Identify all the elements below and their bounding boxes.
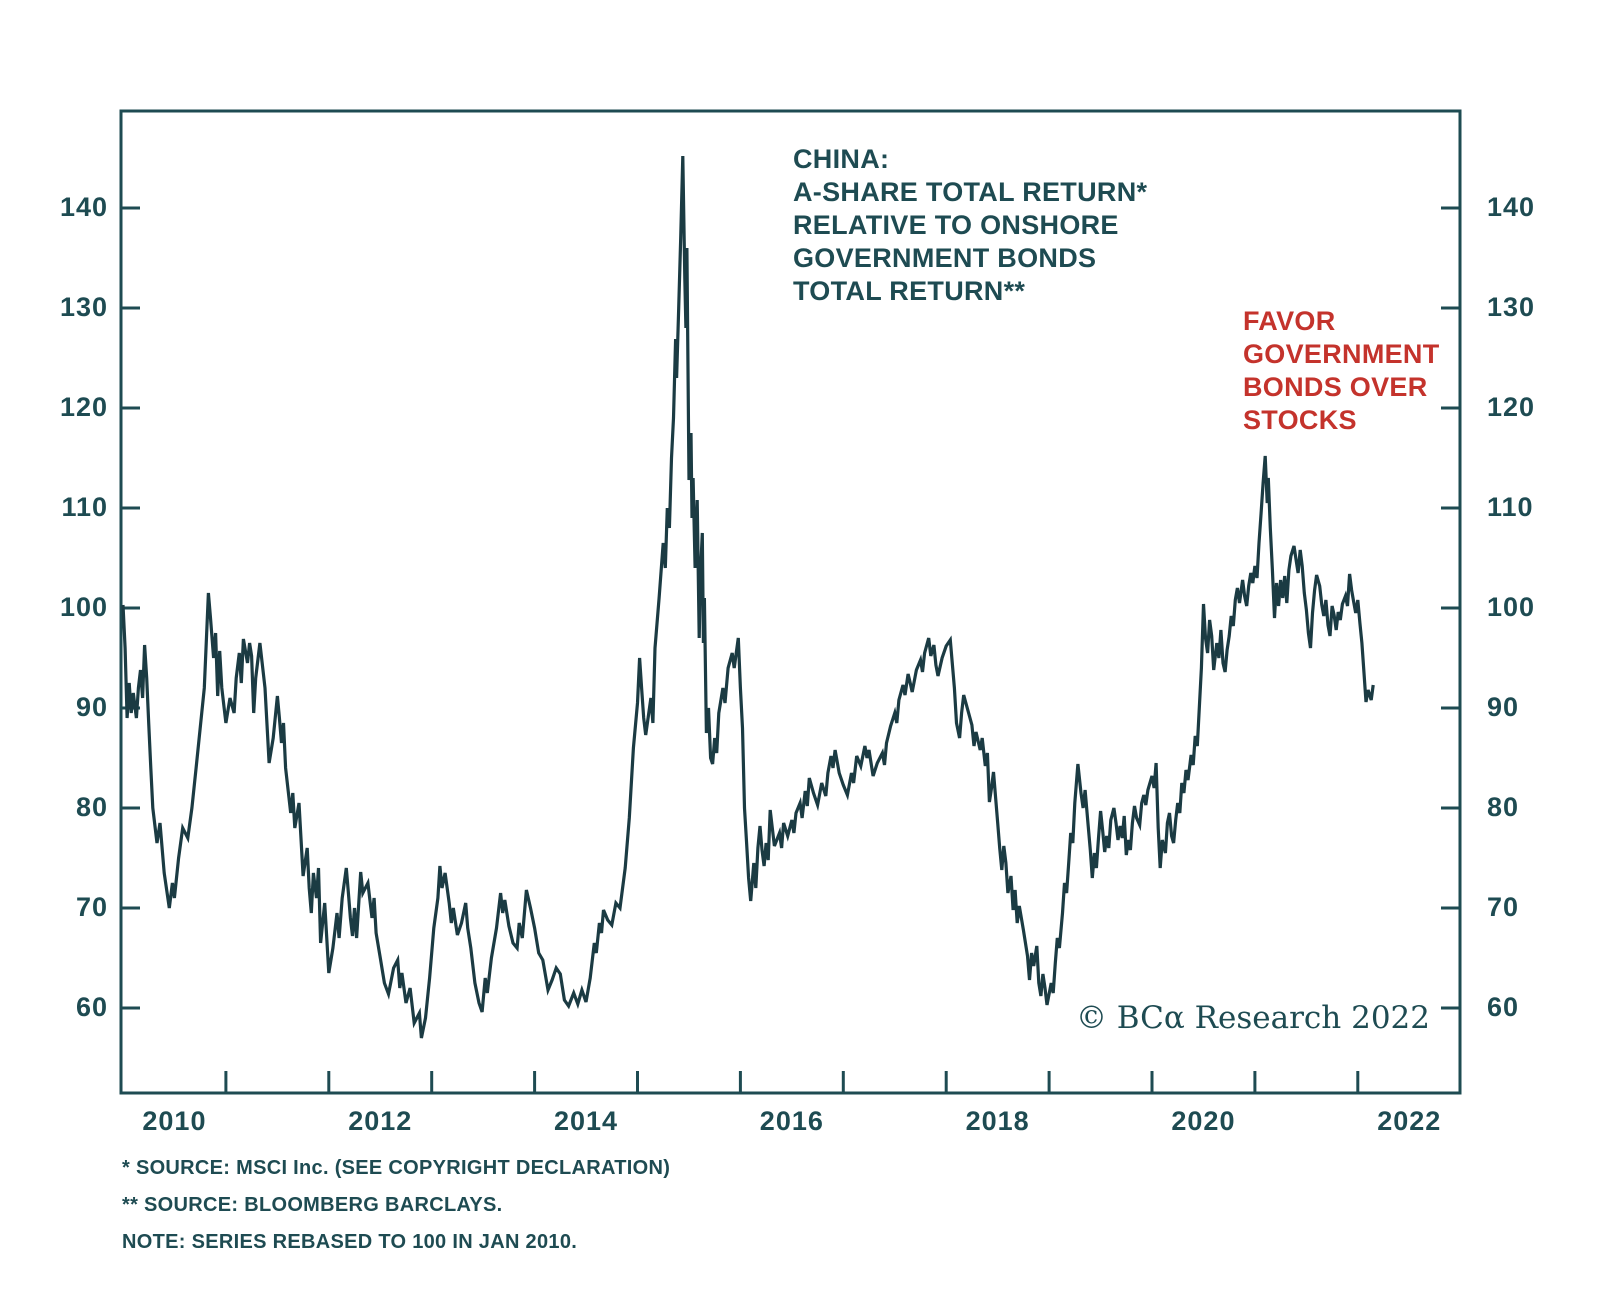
chart-title-line: A-SHARE TOTAL RETURN* [793, 177, 1148, 207]
x-axis-label-2018: 2018 [965, 1106, 1030, 1136]
y-axis-label-right-70: 70 [1487, 892, 1520, 922]
chart-title: CHINA: A-SHARE TOTAL RETURN* RELATIVE TO… [793, 143, 1147, 308]
y-axis-label-left-90: 90 [75, 692, 108, 722]
x-axis-label-2014: 2014 [554, 1106, 619, 1136]
x-axis-label-2020: 2020 [1171, 1106, 1236, 1136]
chart-title-line: CHINA: [793, 144, 890, 174]
x-axis-label-2012: 2012 [348, 1106, 413, 1136]
footnote-line: * SOURCE: MSCI Inc. (SEE COPYRIGHT DECLA… [122, 1157, 671, 1179]
y-axis-label-right-60: 60 [1487, 992, 1520, 1022]
x-axis-label-2022: 2022 [1377, 1106, 1442, 1136]
y-axis-label-left-60: 60 [75, 992, 108, 1022]
y-axis-label-left-70: 70 [75, 892, 108, 922]
callout-line: STOCKS [1243, 405, 1357, 435]
callout-favor-bonds: FAVOR GOVERNMENT BONDS OVER STOCKS [1243, 305, 1440, 437]
y-axis-label-left-80: 80 [75, 792, 108, 822]
y-axis-label-right-140: 140 [1487, 192, 1536, 222]
y-axis-label-right-90: 90 [1487, 692, 1520, 722]
y-axis-label-left-120: 120 [59, 392, 108, 422]
chart-title-line: GOVERNMENT BONDS [793, 243, 1097, 273]
y-axis-label-right-80: 80 [1487, 792, 1520, 822]
y-axis-label-left-100: 100 [59, 592, 108, 622]
y-axis-label-left-140: 140 [59, 192, 108, 222]
y-axis-label-right-100: 100 [1487, 592, 1536, 622]
y-axis-label-right-130: 130 [1487, 292, 1536, 322]
footnotes: * SOURCE: MSCI Inc. (SEE COPYRIGHT DECLA… [122, 1150, 670, 1261]
footnote-line: NOTE: SERIES REBASED TO 100 IN JAN 2010. [122, 1231, 578, 1253]
callout-line: BONDS OVER [1243, 372, 1428, 402]
x-axis-label-2016: 2016 [759, 1106, 824, 1136]
y-axis-label-right-110: 110 [1487, 492, 1534, 522]
y-axis-label-left-110: 110 [61, 492, 108, 522]
y-axis-label-left-130: 130 [59, 292, 108, 322]
series-line [121, 155, 1375, 1039]
copyright-text: © BCα Research 2022 [1075, 1000, 1430, 1036]
footnote-line: ** SOURCE: BLOOMBERG BARCLAYS. [122, 1194, 503, 1216]
y-axis-label-right-120: 120 [1487, 392, 1536, 422]
chart-title-line: RELATIVE TO ONSHORE [793, 210, 1119, 240]
chart-title-line: TOTAL RETURN** [793, 276, 1026, 306]
callout-line: FAVOR [1243, 306, 1336, 336]
callout-line: GOVERNMENT [1243, 339, 1440, 369]
x-axis-label-2010: 2010 [142, 1106, 207, 1136]
chart-frame [119, 109, 1462, 1095]
